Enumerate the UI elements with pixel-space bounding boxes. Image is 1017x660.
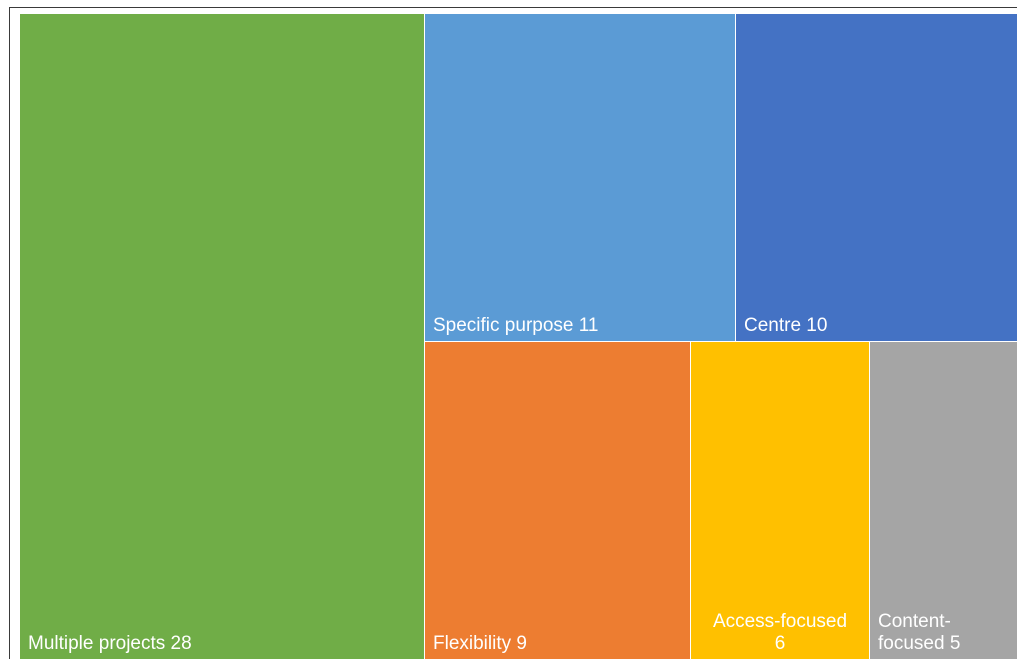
treemap-rect-centre: [736, 14, 1017, 341]
treemap-tile-centre: Centre 10: [736, 14, 1017, 341]
treemap-label-flexibility: Flexibility 9: [433, 633, 527, 654]
treemap-label-specific-purpose: Specific purpose 11: [433, 315, 598, 336]
treemap-label-access-focused-line-2: 6: [775, 633, 786, 654]
treemap-label-multiple-projects: Multiple projects 28: [28, 633, 192, 654]
treemap-tile-flexibility: Flexibility 9: [425, 342, 690, 659]
treemap-rect-content-focused: [870, 342, 1017, 659]
treemap-rect-flexibility: [425, 342, 690, 659]
treemap-rect-multiple-projects: [20, 14, 424, 659]
treemap-label-content-focused-line-1: Content-: [878, 611, 951, 632]
treemap-tile-content-focused: Content-focused 5: [870, 342, 1017, 659]
treemap-label-centre: Centre 10: [744, 315, 827, 336]
treemap-chart: Multiple projects 28 Specific purpose 11 C…: [20, 14, 1017, 659]
treemap-rect-specific-purpose: [425, 14, 735, 341]
treemap-label-content-focused-line-2: focused 5: [878, 633, 960, 654]
treemap-tile-multiple-projects: Multiple projects 28: [20, 14, 424, 659]
treemap-label-access-focused-line-1: Access-focused: [713, 611, 847, 632]
treemap-tile-specific-purpose: Specific purpose 11: [425, 14, 735, 341]
treemap-rect-access-focused: [691, 342, 869, 659]
chart-frame: Multiple projects 28 Specific purpose 11 C…: [9, 7, 1017, 659]
